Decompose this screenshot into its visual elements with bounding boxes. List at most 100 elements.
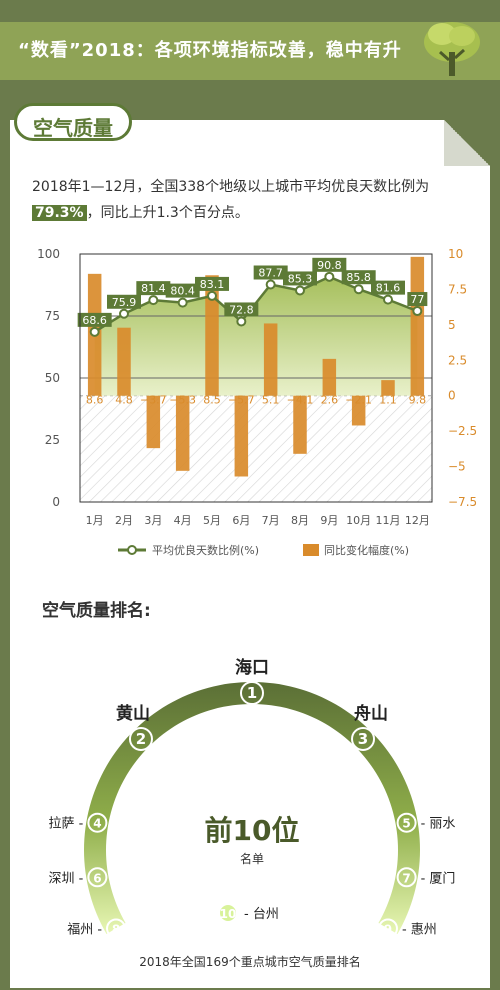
- line-point: [148, 295, 159, 306]
- line-value-label-bg: [407, 292, 428, 307]
- right-tick-label: 10: [448, 247, 463, 261]
- right-tick-label: −2.5: [448, 424, 477, 438]
- rank-city-label: 福州 -: [67, 923, 102, 938]
- line-point: [89, 326, 100, 337]
- line-point: [353, 284, 364, 295]
- bar: [381, 380, 395, 396]
- negative-region: [80, 395, 432, 502]
- intro-line1: 2018年1—12月，全国338个地级以上城市平均优良天数比例为: [32, 179, 430, 195]
- line-value-label-bg: [107, 294, 141, 309]
- line-value-label: 80.4: [170, 285, 195, 298]
- line-value-label-bg: [371, 280, 405, 295]
- bar: [322, 358, 337, 396]
- rank-badge: [377, 918, 398, 939]
- bar-value-label: 8.5: [203, 394, 221, 407]
- line-point: [324, 271, 335, 282]
- line-value-label-bg: [224, 302, 259, 317]
- line-value-label: 90.8: [317, 259, 342, 272]
- right-tick-label: 2.5: [448, 353, 467, 367]
- rank-badge: [87, 867, 108, 888]
- legend-bar-marker: [303, 544, 319, 556]
- rank-number: 8: [112, 923, 120, 937]
- rank-city-label: - 惠州: [402, 923, 437, 938]
- x-tick-label: 10月: [346, 514, 371, 527]
- bar: [205, 275, 219, 396]
- rank-number: 5: [402, 817, 410, 831]
- ranking-footnote: 2018年全国169个重点城市空气质量排名: [139, 955, 361, 969]
- rank-badge: [351, 726, 376, 751]
- line-value-label: 85.8: [346, 271, 371, 284]
- rank-number: 1: [247, 684, 257, 702]
- bar: [263, 323, 278, 396]
- intro-highlight: 79.3%: [32, 205, 87, 221]
- bar-value-label: 4.8: [115, 394, 133, 407]
- bar-value-label: −5.7: [228, 394, 255, 407]
- combo-chart: 100 75 50 25 0 10 7.5 5 2.5 0 −2.5 −5 −7.5 8.6 4.8 −3.7…: [37, 247, 477, 557]
- bar-value-label: 2.6: [321, 394, 339, 407]
- line-value-label-bg: [283, 271, 317, 286]
- rank-number: 6: [93, 871, 101, 885]
- line-point: [236, 316, 247, 327]
- line-point: [412, 306, 423, 317]
- left-tick-label: 75: [45, 309, 60, 323]
- rank-number: 2: [136, 730, 146, 748]
- bar-value-label: 8.6: [86, 394, 104, 407]
- page-title: “数看”2018：各项环境指标改善，稳中有升: [18, 40, 402, 61]
- page-fold: [444, 120, 490, 166]
- x-tick-label: 5月: [203, 514, 221, 527]
- bar-value-label: −3.7: [140, 394, 167, 407]
- rank-badge: [218, 903, 238, 923]
- line-value-label-bg: [165, 283, 200, 298]
- rank-number: 4: [93, 817, 101, 831]
- section-tag: 空气质量: [14, 103, 132, 141]
- right-tick-label: −7.5: [448, 495, 477, 509]
- rank-city-label: - 丽水: [421, 817, 456, 832]
- header-banner: “数看”2018：各项环境指标改善，稳中有升: [0, 22, 500, 80]
- x-tick-label: 8月: [291, 514, 309, 527]
- bar: [351, 395, 366, 426]
- line-value-label: 77: [410, 293, 424, 306]
- x-tick-label: 9月: [320, 514, 338, 527]
- bar-value-label: −4.1: [287, 394, 314, 407]
- rank-badge: [396, 867, 417, 888]
- line-value-label-bg: [77, 312, 112, 327]
- ranking-center-sub: 名单: [240, 851, 264, 866]
- bar-value-label: 1.1: [379, 394, 397, 407]
- x-tick-label: 4月: [174, 514, 192, 527]
- x-tick-label: 6月: [232, 514, 250, 527]
- left-tick-label: 0: [52, 495, 60, 509]
- line-area: [94, 276, 418, 396]
- rank-badge: [240, 681, 264, 705]
- left-tick-label: 50: [45, 371, 60, 385]
- x-tick-label: 2月: [115, 514, 133, 527]
- line-value-label: 72.8: [229, 303, 254, 316]
- line-point: [295, 285, 305, 296]
- right-tick-label: 7.5: [448, 282, 467, 296]
- line-value-label: 68.6: [82, 314, 107, 327]
- bar: [410, 256, 425, 396]
- line-value-label-bg: [253, 265, 288, 280]
- line-point: [207, 290, 217, 301]
- bar: [234, 395, 249, 477]
- plot-frame: [79, 253, 433, 503]
- line-point: [177, 297, 188, 308]
- rank-city-label: 深圳 -: [49, 871, 84, 886]
- line-value-label-bg: [341, 270, 376, 285]
- line-value-label: 81.4: [141, 282, 166, 295]
- ranking-arc: 1 海口 2 黄山 3 舟山 4 拉萨 - 5 - 丽水 6 深圳 - 7 - 厦门 8 福州 - 9 - 惠州 1…: [49, 657, 456, 939]
- bar-value-label: −2.1: [345, 394, 372, 407]
- intro-line2: ，同比上升1.3个百分点。: [86, 205, 249, 221]
- bar: [175, 395, 190, 471]
- bar-value-label: 9.8: [409, 394, 427, 407]
- line-value-label-bg: [312, 257, 347, 272]
- rank-number: 10: [220, 907, 237, 921]
- rank-badge: [87, 812, 108, 833]
- right-tick-label: −5: [448, 460, 466, 474]
- x-tick-label: 12月: [405, 514, 430, 527]
- ranking-center-main: 前10位: [205, 814, 300, 847]
- bar-value-label: 5.1: [262, 394, 280, 407]
- bar: [117, 327, 131, 396]
- legend-line-label: 平均优良天数比例(%): [152, 543, 259, 557]
- left-tick-label: 100: [37, 247, 60, 261]
- rank-badge: [128, 726, 153, 751]
